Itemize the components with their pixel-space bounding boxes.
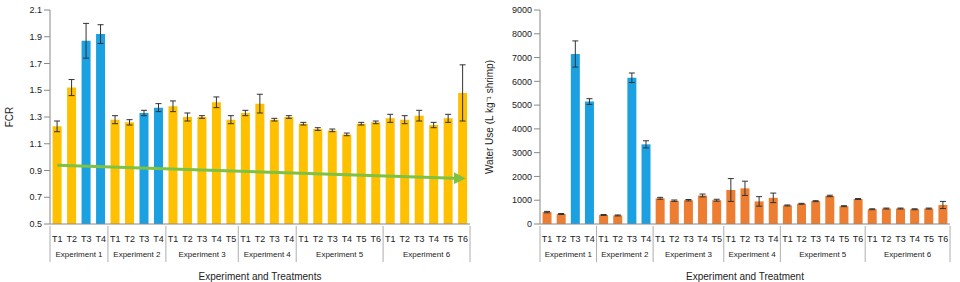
svg-text:T6: T6 <box>853 234 864 244</box>
svg-text:T1: T1 <box>110 234 121 244</box>
svg-text:T4: T4 <box>909 234 920 244</box>
svg-text:Experiment 5: Experiment 5 <box>799 250 847 259</box>
svg-text:T5: T5 <box>924 234 935 244</box>
svg-text:4000: 4000 <box>512 124 532 134</box>
svg-text:0: 0 <box>527 219 532 229</box>
svg-text:T1: T1 <box>867 234 878 244</box>
svg-text:T2: T2 <box>124 234 135 244</box>
svg-text:T2: T2 <box>613 234 624 244</box>
svg-text:Experiment and Treatments: Experiment and Treatments <box>199 271 322 282</box>
svg-text:T3: T3 <box>570 234 581 244</box>
svg-text:T5: T5 <box>443 234 454 244</box>
svg-text:T3: T3 <box>81 234 92 244</box>
svg-text:1.3: 1.3 <box>29 112 42 122</box>
svg-text:7000: 7000 <box>512 53 532 63</box>
svg-text:1.5: 1.5 <box>29 85 42 95</box>
svg-text:T1: T1 <box>542 234 553 244</box>
svg-text:3000: 3000 <box>512 148 532 158</box>
svg-text:1.1: 1.1 <box>29 139 42 149</box>
svg-text:T4: T4 <box>768 234 779 244</box>
svg-text:9000: 9000 <box>512 5 532 15</box>
svg-text:T6: T6 <box>938 234 949 244</box>
svg-text:Experiment 4: Experiment 4 <box>728 250 776 259</box>
svg-text:T3: T3 <box>414 234 425 244</box>
svg-text:Experiment 6: Experiment 6 <box>884 250 932 259</box>
svg-text:T6: T6 <box>371 234 382 244</box>
svg-text:6000: 6000 <box>512 77 532 87</box>
svg-text:2.1: 2.1 <box>29 5 42 15</box>
svg-text:T4: T4 <box>825 234 836 244</box>
svg-text:T3: T3 <box>895 234 906 244</box>
svg-text:T5: T5 <box>711 234 722 244</box>
svg-text:T4: T4 <box>153 234 164 244</box>
svg-text:T2: T2 <box>796 234 807 244</box>
svg-text:Experiment 1: Experiment 1 <box>55 250 103 259</box>
svg-text:Experiment 5: Experiment 5 <box>316 250 364 259</box>
svg-text:Experiment 3: Experiment 3 <box>665 250 713 259</box>
svg-text:T4: T4 <box>95 234 106 244</box>
svg-text:T1: T1 <box>782 234 793 244</box>
svg-text:Experiment 4: Experiment 4 <box>244 250 292 259</box>
svg-text:T3: T3 <box>683 234 694 244</box>
svg-text:Experiment 6: Experiment 6 <box>403 250 451 259</box>
svg-text:T4: T4 <box>697 234 708 244</box>
svg-text:FCR: FCR <box>8 107 15 128</box>
svg-text:T3: T3 <box>269 234 280 244</box>
svg-text:T3: T3 <box>810 234 821 244</box>
svg-text:T2: T2 <box>740 234 751 244</box>
svg-text:0.7: 0.7 <box>29 192 42 202</box>
svg-text:Water Use (L kg⁻¹ shrimp): Water Use (L kg⁻¹ shrimp) <box>484 60 495 174</box>
svg-text:T5: T5 <box>839 234 850 244</box>
svg-text:0.5: 0.5 <box>29 219 42 229</box>
svg-text:8000: 8000 <box>512 29 532 39</box>
svg-text:T4: T4 <box>211 234 222 244</box>
svg-text:T2: T2 <box>556 234 567 244</box>
svg-text:T1: T1 <box>655 234 666 244</box>
svg-text:T2: T2 <box>313 234 324 244</box>
svg-text:0.9: 0.9 <box>29 166 42 176</box>
svg-text:2000: 2000 <box>512 172 532 182</box>
svg-text:T3: T3 <box>327 234 338 244</box>
svg-text:T4: T4 <box>342 234 353 244</box>
svg-text:T3: T3 <box>139 234 150 244</box>
svg-text:T2: T2 <box>669 234 680 244</box>
svg-text:T2: T2 <box>255 234 266 244</box>
svg-text:T1: T1 <box>298 234 309 244</box>
svg-text:1.9: 1.9 <box>29 32 42 42</box>
svg-text:T1: T1 <box>385 234 396 244</box>
svg-text:T5: T5 <box>226 234 237 244</box>
svg-text:T1: T1 <box>598 234 609 244</box>
svg-text:T4: T4 <box>641 234 652 244</box>
svg-text:T1: T1 <box>168 234 179 244</box>
svg-text:Experiment 2: Experiment 2 <box>601 250 649 259</box>
svg-text:1.7: 1.7 <box>29 59 42 69</box>
svg-text:Experiment 1: Experiment 1 <box>545 250 593 259</box>
svg-text:T1: T1 <box>726 234 737 244</box>
svg-text:T2: T2 <box>881 234 892 244</box>
svg-text:T6: T6 <box>458 234 469 244</box>
svg-text:T1: T1 <box>52 234 63 244</box>
svg-text:Experiment 2: Experiment 2 <box>113 250 161 259</box>
svg-text:T3: T3 <box>197 234 208 244</box>
svg-text:T2: T2 <box>66 234 77 244</box>
svg-text:T1: T1 <box>240 234 251 244</box>
svg-text:T4: T4 <box>584 234 595 244</box>
svg-text:5000: 5000 <box>512 100 532 110</box>
svg-text:T4: T4 <box>284 234 295 244</box>
svg-text:T3: T3 <box>627 234 638 244</box>
svg-text:T2: T2 <box>182 234 193 244</box>
svg-text:1000: 1000 <box>512 195 532 205</box>
svg-text:T5: T5 <box>356 234 367 244</box>
svg-text:Experiment 3: Experiment 3 <box>178 250 226 259</box>
svg-text:T3: T3 <box>754 234 765 244</box>
svg-text:T4: T4 <box>429 234 440 244</box>
svg-text:T2: T2 <box>400 234 411 244</box>
svg-text:Experiment and Treatment: Experiment and Treatment <box>686 271 804 282</box>
